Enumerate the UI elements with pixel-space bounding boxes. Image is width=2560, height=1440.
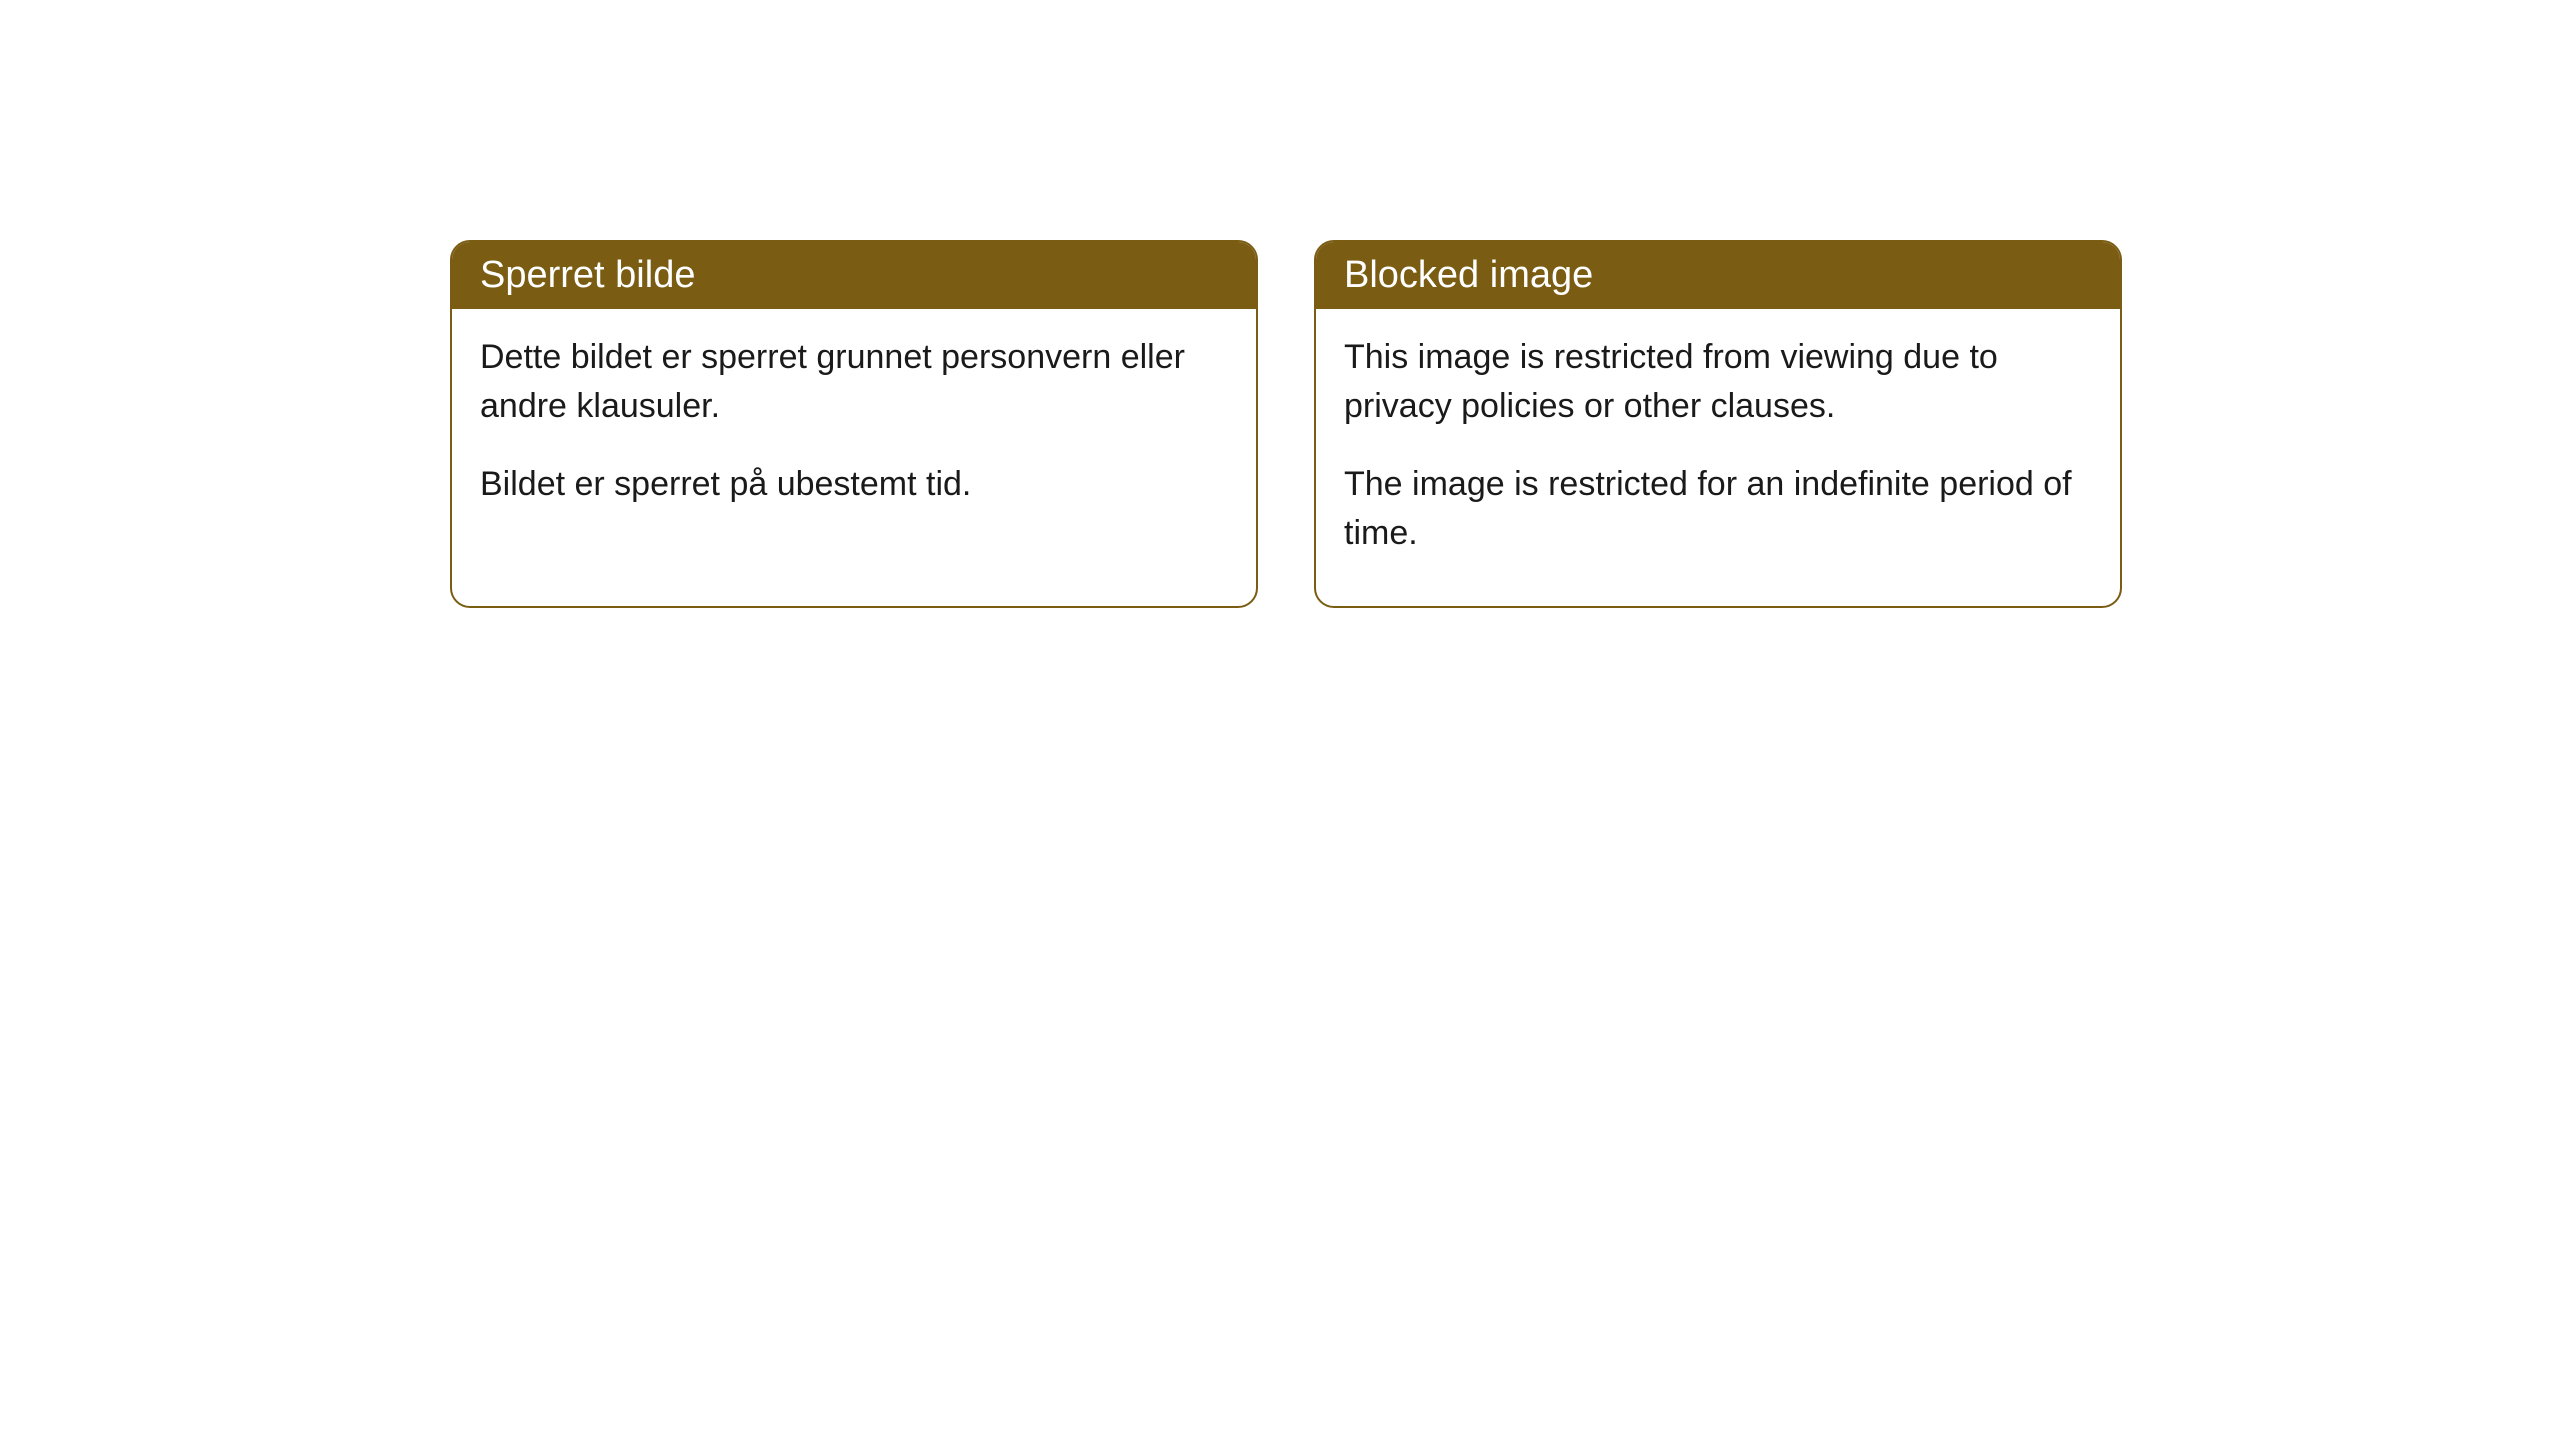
- card-body-english: This image is restricted from viewing du…: [1316, 309, 2120, 606]
- card-paragraph-1-norwegian: Dette bildet er sperret grunnet personve…: [480, 333, 1228, 432]
- cards-container: Sperret bilde Dette bildet er sperret gr…: [0, 0, 2560, 608]
- card-header-english: Blocked image: [1316, 242, 2120, 309]
- card-header-norwegian: Sperret bilde: [452, 242, 1256, 309]
- card-norwegian: Sperret bilde Dette bildet er sperret gr…: [450, 240, 1258, 608]
- card-title-norwegian: Sperret bilde: [480, 254, 695, 296]
- card-paragraph-1-english: This image is restricted from viewing du…: [1344, 333, 2092, 432]
- card-english: Blocked image This image is restricted f…: [1314, 240, 2122, 608]
- card-paragraph-2-norwegian: Bildet er sperret på ubestemt tid.: [480, 460, 1228, 509]
- card-body-norwegian: Dette bildet er sperret grunnet personve…: [452, 309, 1256, 557]
- card-title-english: Blocked image: [1344, 254, 1593, 296]
- card-paragraph-2-english: The image is restricted for an indefinit…: [1344, 460, 2092, 559]
